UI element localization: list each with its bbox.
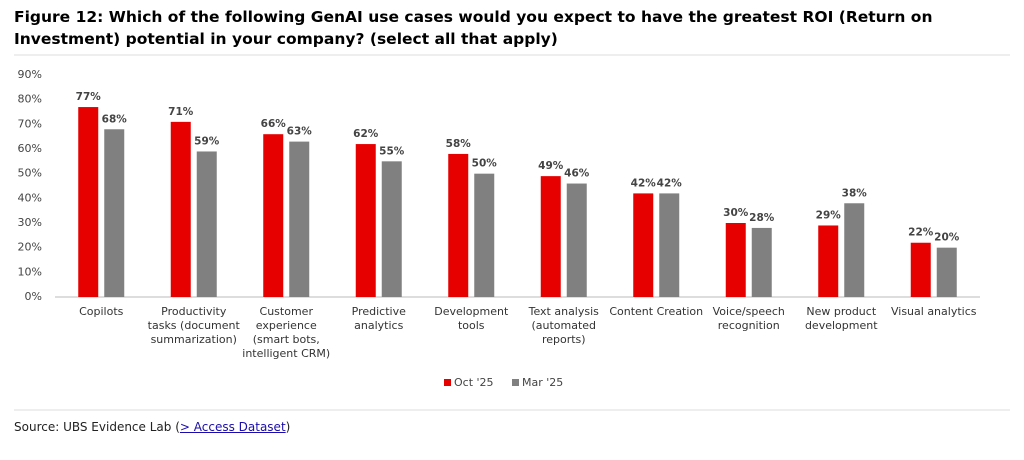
value-label: 42% xyxy=(631,177,657,189)
bar xyxy=(540,176,561,297)
value-label: 58% xyxy=(446,138,472,150)
y-tick-label: 20% xyxy=(18,241,42,254)
value-label: 62% xyxy=(353,128,379,140)
value-label: 63% xyxy=(287,126,313,138)
bar xyxy=(936,247,957,297)
y-tick-label: 10% xyxy=(18,265,42,278)
x-tick-label: Productivity tasks (document summarizati… xyxy=(147,305,240,346)
value-label: 38% xyxy=(842,187,868,199)
bar xyxy=(910,242,931,297)
value-label: 46% xyxy=(564,168,590,180)
value-label: 28% xyxy=(749,212,775,224)
bar xyxy=(170,121,191,297)
x-tick-label: Visual analytics xyxy=(890,305,977,318)
x-tick-label: Copilots xyxy=(79,305,124,318)
bar xyxy=(355,144,376,297)
value-label: 66% xyxy=(261,118,287,130)
bar xyxy=(78,107,99,297)
bar xyxy=(725,223,746,297)
value-label: 42% xyxy=(657,177,683,189)
y-tick-label: 30% xyxy=(18,216,42,229)
legend-swatch xyxy=(512,379,519,386)
x-tick-label: Development tools xyxy=(434,305,509,332)
bar xyxy=(818,225,839,297)
value-label: 49% xyxy=(538,160,564,172)
y-tick-label: 80% xyxy=(18,93,42,106)
bar xyxy=(196,151,217,297)
bar xyxy=(263,134,284,297)
dataset-link[interactable]: > Access Dataset xyxy=(179,420,286,434)
bar xyxy=(104,129,125,297)
legend-swatch xyxy=(444,379,451,386)
bar xyxy=(474,173,495,297)
value-label: 68% xyxy=(102,113,128,125)
bar xyxy=(751,227,772,297)
y-tick-label: 50% xyxy=(18,167,42,180)
value-label: 20% xyxy=(934,232,960,244)
x-tick-label: Predictive analytics xyxy=(351,305,406,332)
bar xyxy=(566,183,587,297)
source-text: Source: UBS Evidence Lab ( xyxy=(14,420,180,434)
value-label: 29% xyxy=(816,209,842,221)
value-label: 77% xyxy=(76,91,102,103)
value-label: 59% xyxy=(194,135,220,147)
x-tick-label: Customer experience (smart bots, intelli… xyxy=(242,305,331,360)
y-tick-label: 90% xyxy=(18,68,42,81)
chart-title: Figure 12: Which of the following GenAI … xyxy=(14,8,933,48)
source: Source: UBS Evidence Lab (> Access Datas… xyxy=(14,420,290,434)
bar xyxy=(844,203,865,297)
value-label: 71% xyxy=(168,106,194,118)
bar xyxy=(633,193,654,297)
bar xyxy=(659,193,680,297)
bar xyxy=(289,141,310,297)
legend-label: Oct '25 xyxy=(454,376,494,389)
value-label: 50% xyxy=(472,158,498,170)
y-tick-label: 60% xyxy=(18,142,42,155)
legend-label: Mar '25 xyxy=(522,376,563,389)
y-tick-label: 0% xyxy=(25,290,42,303)
y-tick-label: 40% xyxy=(18,191,42,204)
x-tick-label: Text analysis (automated reports) xyxy=(528,305,599,346)
x-tick-label: Voice/speech recognition xyxy=(712,305,785,332)
bar xyxy=(448,153,469,297)
value-label: 22% xyxy=(908,227,934,239)
x-tick-label: Content Creation xyxy=(609,305,704,318)
bar xyxy=(381,161,402,297)
source-text: ) xyxy=(285,420,291,434)
x-tick-label: New product development xyxy=(804,305,878,332)
value-label: 30% xyxy=(723,207,749,219)
value-label: 55% xyxy=(379,145,405,157)
y-tick-label: 70% xyxy=(18,117,42,130)
